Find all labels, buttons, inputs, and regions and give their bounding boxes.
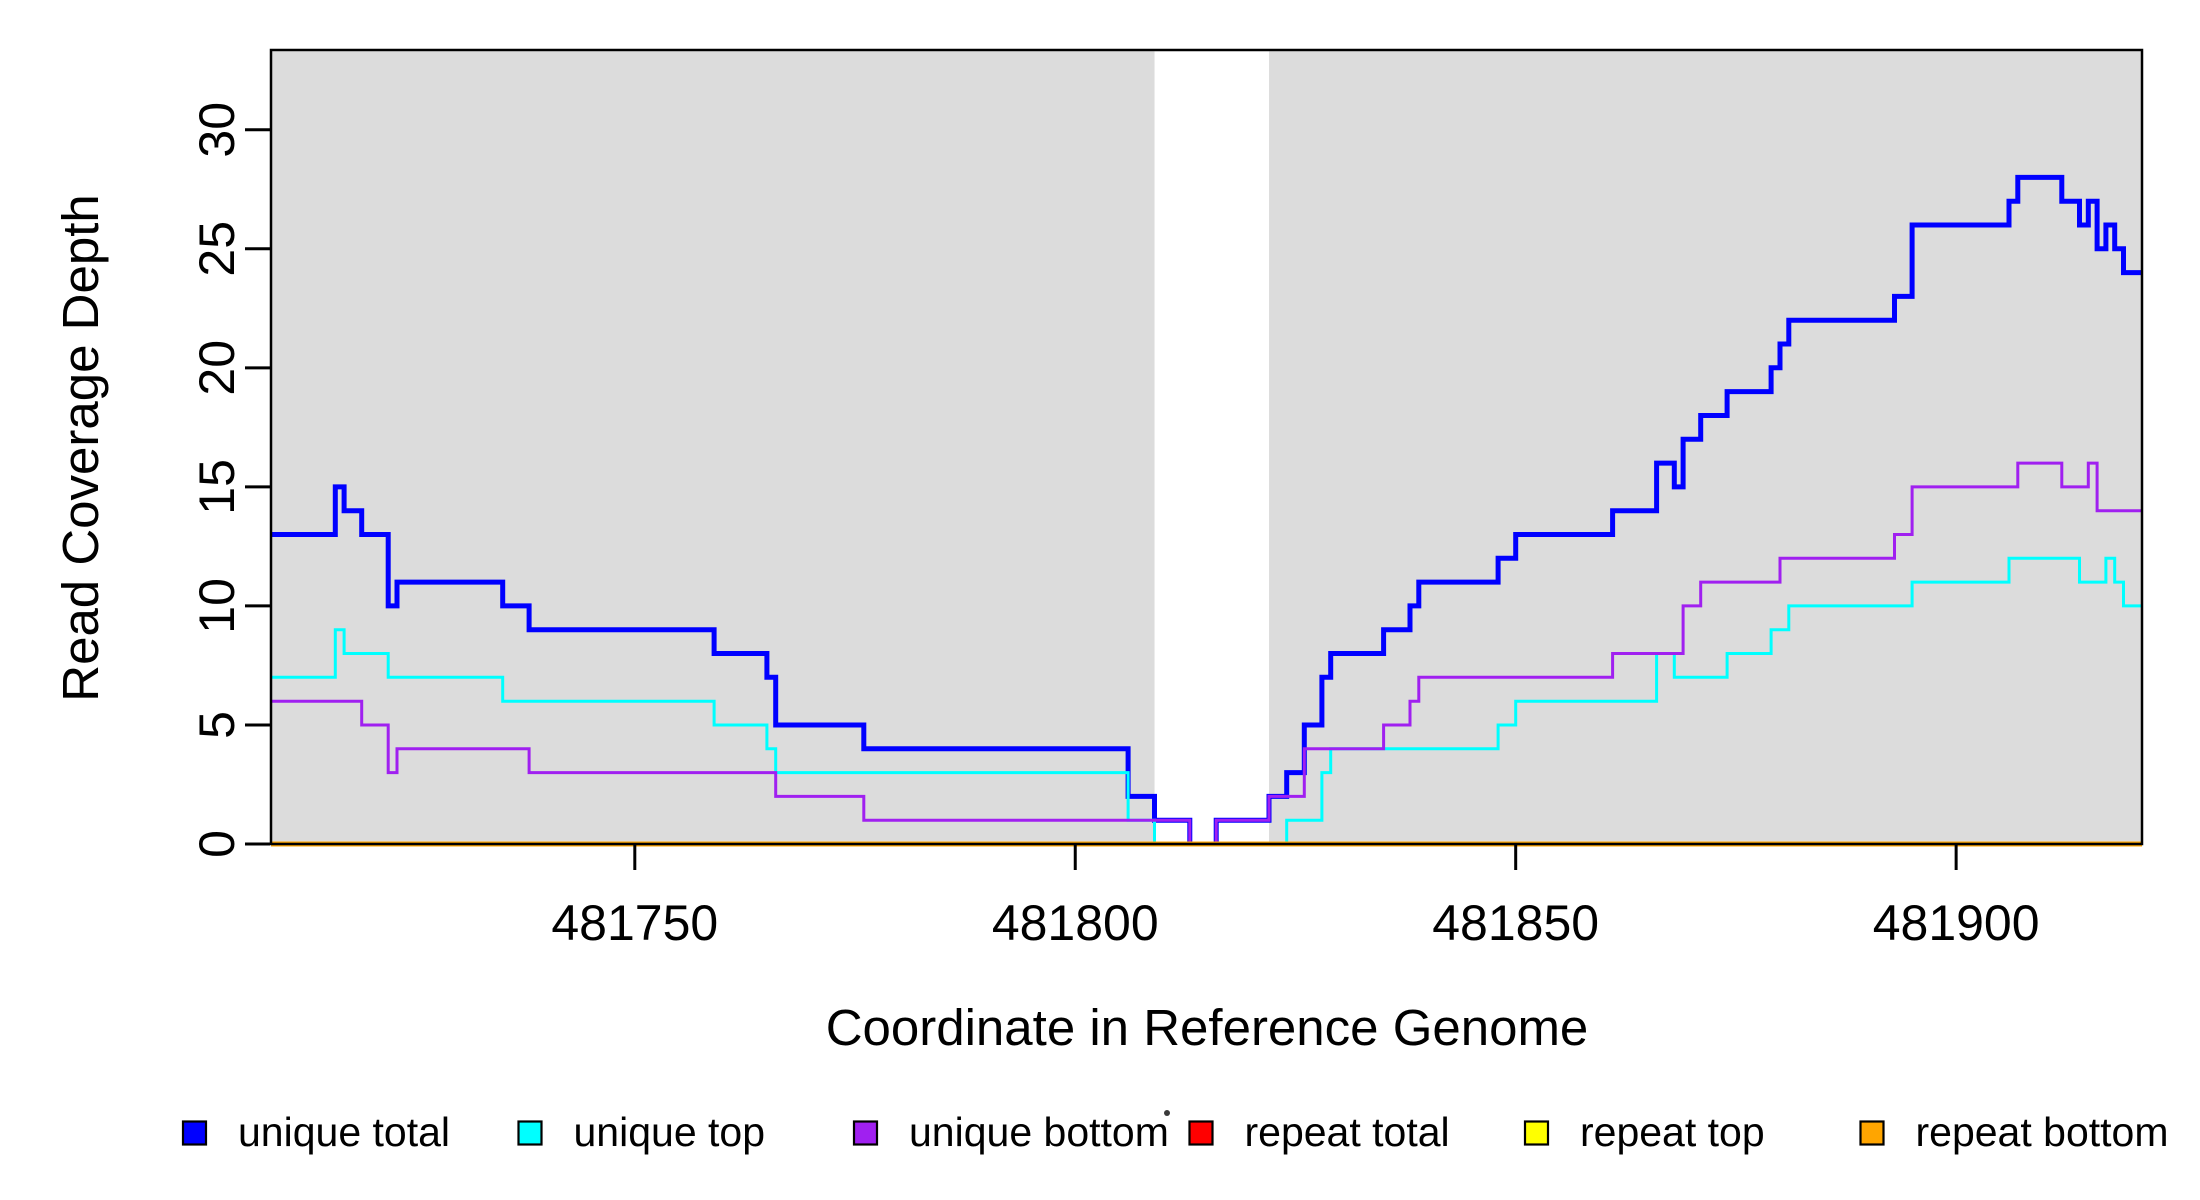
y-axis-title: Read Coverage Depth: [52, 194, 109, 702]
y-tick-label: 25: [189, 221, 245, 277]
plot-area: [271, 51, 2142, 847]
x-tick-label: 481750: [551, 895, 718, 951]
legend-label-repeat-total: repeat total: [1245, 1109, 1450, 1155]
legend-label-unique-total: unique total: [238, 1109, 450, 1155]
axes-and-legend: 481750 481800 481850 481900 0 5 10 15 20 25 30 uniq…: [181, 48, 2169, 1155]
stray-dot: [1164, 1110, 1170, 1116]
y-tick-label: 20: [189, 340, 245, 396]
y-tick-label: 10: [189, 578, 245, 634]
y-tick-label: 0: [189, 830, 245, 858]
y-tick-label: 5: [189, 711, 245, 739]
x-tick-label: 481850: [1432, 895, 1599, 951]
legend-label-repeat-bottom: repeat bottom: [1916, 1109, 2169, 1155]
x-axis-title: Coordinate in Reference Genome: [826, 999, 1589, 1056]
legend-swatch-repeat-bottom: [1859, 1120, 1885, 1146]
x-tick-label: 481900: [1873, 895, 2040, 951]
legend-label-unique-bottom: unique bottom: [909, 1109, 1169, 1155]
legend-label-unique-top: unique top: [574, 1109, 766, 1155]
legend-swatch-unique-bottom: [852, 1120, 879, 1146]
series-unique-bottom: [271, 461, 2142, 846]
legend-label-repeat-top: repeat top: [1580, 1109, 1765, 1155]
series-unique-top: [271, 556, 2142, 846]
background-band-1: [1269, 51, 2142, 843]
y-tick-label: 30: [189, 102, 245, 158]
x-tick-label: 481800: [992, 895, 1159, 951]
y-tick-label: 15: [189, 459, 245, 515]
plot-border: [269, 48, 2144, 846]
legend-swatch-unique-top: [517, 1120, 543, 1146]
legend-swatch-repeat-top: [1523, 1120, 1550, 1146]
legend-swatch-unique-total: [181, 1120, 208, 1146]
legend-swatch-repeat-total: [1188, 1120, 1214, 1146]
series-unique-total: [271, 174, 2142, 847]
